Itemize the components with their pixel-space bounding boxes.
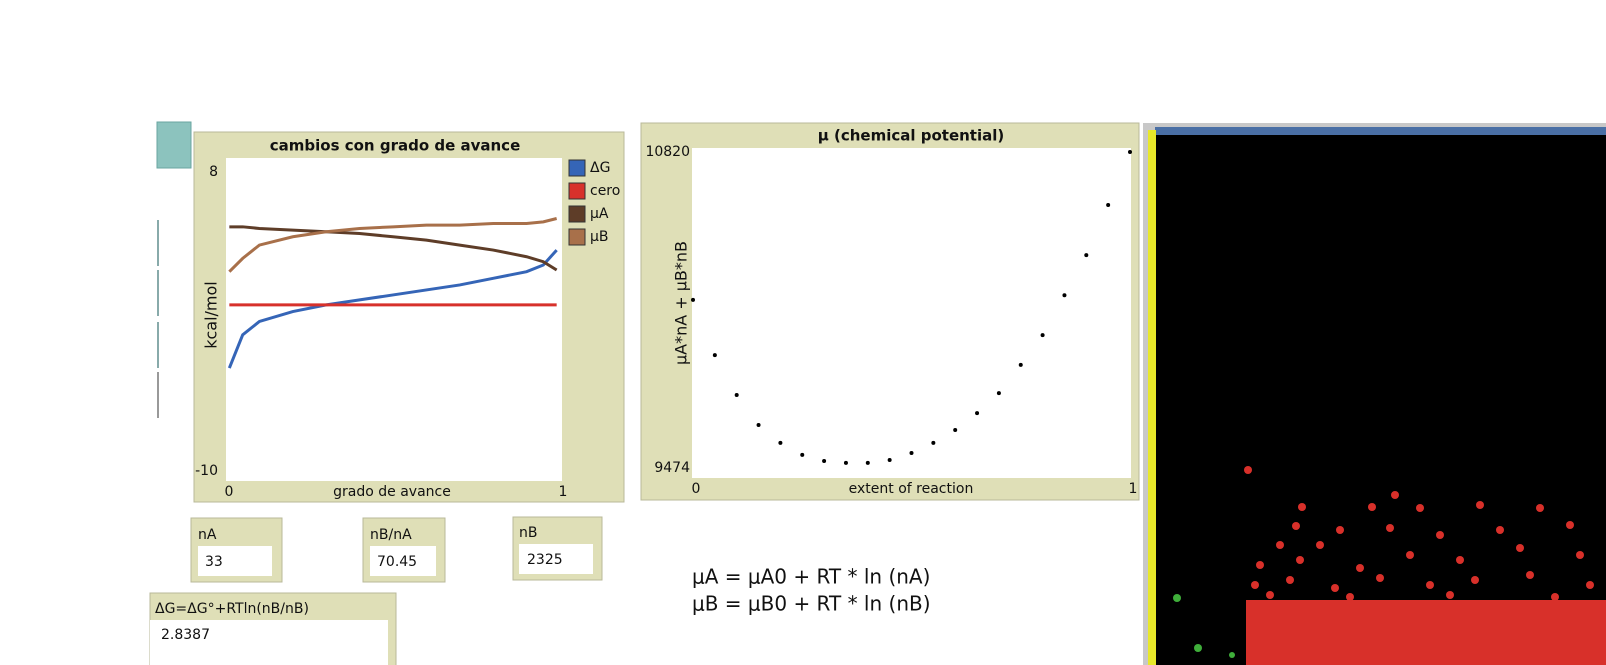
point <box>975 411 980 416</box>
point <box>1106 203 1111 208</box>
legend-label: ΔG <box>590 160 610 176</box>
monitor-label: nA <box>198 527 217 543</box>
turtles <box>1173 594 1235 658</box>
point <box>691 297 695 302</box>
y-tick-label: 10820 <box>645 144 690 160</box>
y-axis-label: μA*nA + μB*nB <box>672 241 691 365</box>
monitor-label: nB/nA <box>370 527 412 543</box>
legend-swatch <box>568 205 586 223</box>
x-axis-label: extent of reaction <box>849 481 974 497</box>
point <box>1018 362 1023 367</box>
monitor-label: nB <box>519 525 537 541</box>
point <box>996 391 1001 396</box>
note-line: μB = μB0 + RT * ln (nB) <box>692 592 931 616</box>
series-line <box>228 217 558 273</box>
point <box>734 392 739 397</box>
legend-swatch <box>568 228 586 246</box>
legend-label: μA <box>590 206 609 222</box>
y-tick-label: -10 <box>195 463 218 479</box>
monitor-value: 2325 <box>527 552 563 568</box>
note-line: μA = μA0 + RT * ln (nA) <box>692 565 930 589</box>
legend-swatch <box>568 159 586 177</box>
point <box>931 440 936 445</box>
plot-area <box>692 148 1131 478</box>
y-tick-label: 9474 <box>654 460 690 476</box>
point <box>843 460 848 465</box>
x-tick-label: 1 <box>559 484 568 500</box>
y-tick-label: 8 <box>209 164 218 180</box>
series-line <box>229 225 558 272</box>
x-tick-label: 0 <box>225 484 234 500</box>
monitor-value: 33 <box>205 554 223 570</box>
plot-title: cambios con grado de avance <box>270 137 521 155</box>
x-tick-label: 0 <box>692 481 701 497</box>
point <box>909 450 914 455</box>
point <box>822 458 827 463</box>
point <box>865 460 870 465</box>
point <box>1040 333 1045 338</box>
x-tick-label: 1 <box>1129 481 1138 497</box>
x-axis-label: grado de avance <box>333 484 451 500</box>
y-axis-label: kcal/mol <box>202 281 221 349</box>
plot-area <box>226 158 562 481</box>
point <box>756 423 761 428</box>
monitor-label: ΔG=ΔG°+RTln(nB/nB) <box>155 601 309 617</box>
point <box>712 353 717 358</box>
plot-title: μ (chemical potential) <box>818 127 1005 145</box>
point <box>800 452 805 457</box>
point <box>778 440 783 445</box>
legend-swatch <box>568 182 586 200</box>
series-line <box>227 249 558 369</box>
monitor-field <box>370 546 436 576</box>
point <box>1062 293 1067 298</box>
monitor-field <box>198 546 272 576</box>
legend-label: μB <box>590 229 609 245</box>
monitor-field <box>150 620 388 665</box>
monitor-value: 70.45 <box>377 554 417 570</box>
world-header <box>1155 127 1606 135</box>
turtles <box>1244 466 1606 665</box>
world <box>1156 135 1606 665</box>
point <box>887 458 892 463</box>
monitor-value: 2.8387 <box>161 627 210 643</box>
legend-label: cero <box>590 183 620 199</box>
point <box>1084 253 1089 258</box>
monitor-field <box>519 544 593 574</box>
button[interactable] <box>156 121 192 169</box>
world-edge <box>1148 130 1156 665</box>
point <box>1128 150 1132 154</box>
point <box>953 427 958 432</box>
